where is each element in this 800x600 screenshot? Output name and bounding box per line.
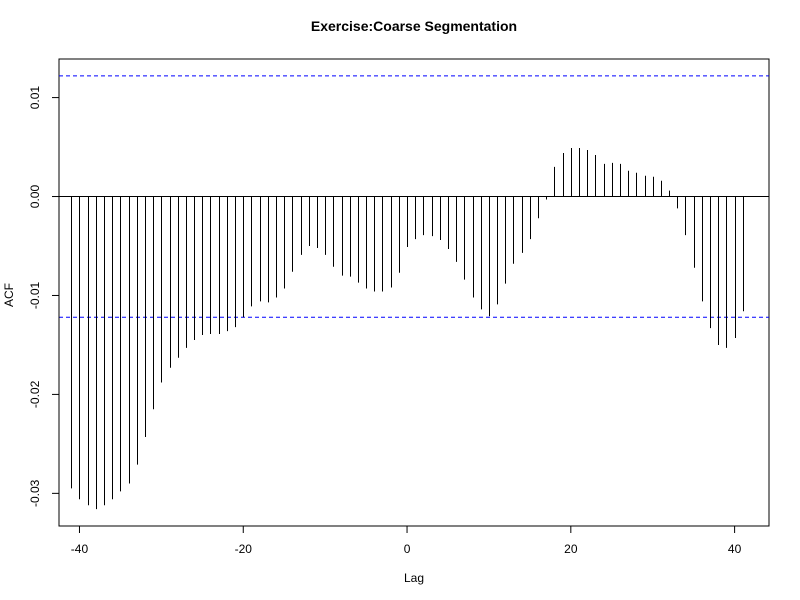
y-tick-label: 0.00 [28,185,42,209]
y-axis-label: ACF [2,283,16,307]
y-tick-label: -0.02 [28,380,42,408]
x-axis: -40 -20 0 20 40 [71,525,742,556]
y-axis: -0.03 -0.02 -0.01 0.00 0.01 [28,86,60,507]
x-tick-label: 40 [728,542,742,556]
acf-bars [59,75,769,510]
plot-frame [58,58,770,527]
x-tick-label: 20 [564,542,578,556]
y-tick-label: -0.01 [28,281,42,309]
x-axis-label: Lag [404,571,424,585]
x-tick-label: -40 [71,542,89,556]
x-tick-label: 0 [404,542,411,556]
x-tick-label: -20 [235,542,253,556]
y-tick-label: 0.01 [28,86,42,110]
chart-title: Exercise:Coarse Segmentation [311,18,517,34]
y-tick-label: -0.03 [28,479,42,507]
